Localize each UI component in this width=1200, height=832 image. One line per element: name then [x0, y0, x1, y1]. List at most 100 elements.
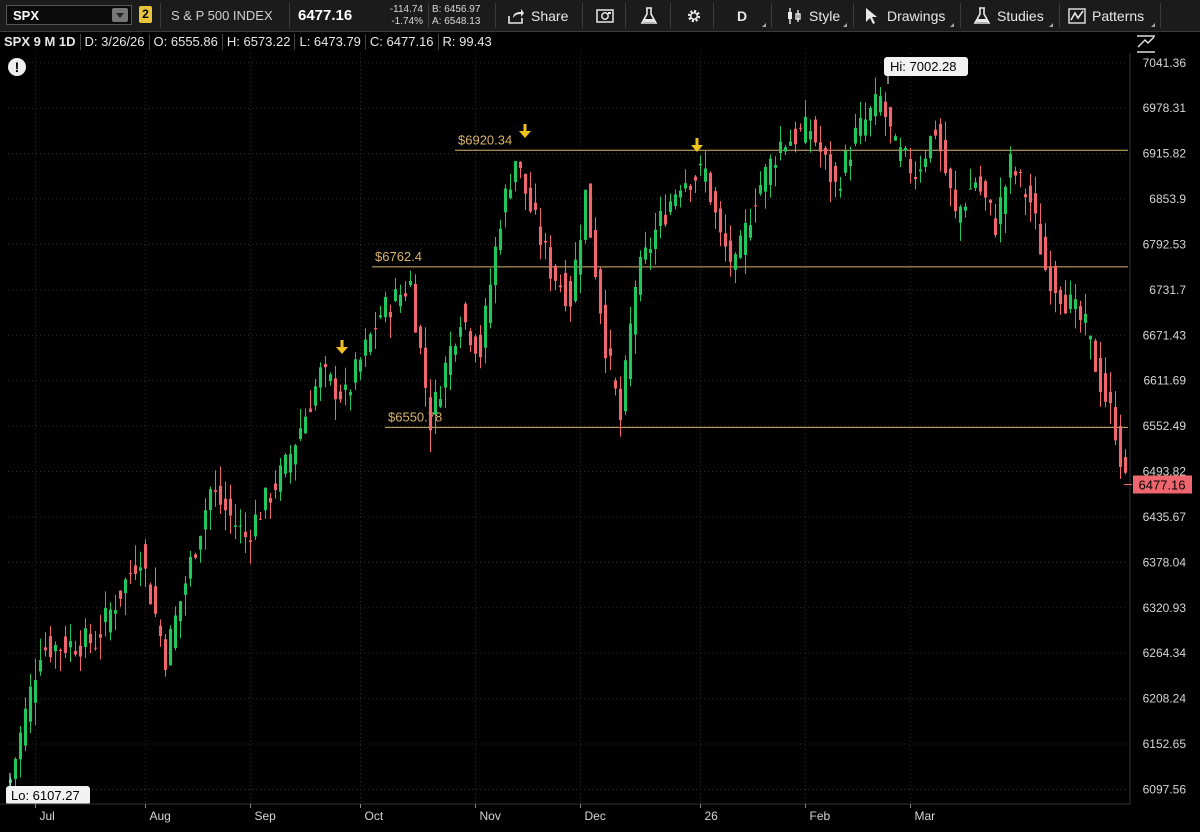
- candle-body: [758, 185, 763, 194]
- candle-body: [428, 397, 433, 431]
- alert-icon[interactable]: !: [8, 58, 26, 76]
- symbol-selector[interactable]: SPX: [6, 5, 132, 25]
- candle-body: [728, 240, 733, 262]
- candle-body: [478, 334, 483, 358]
- candle-body: [963, 206, 968, 211]
- candle-body: [118, 590, 123, 599]
- candle-body: [718, 208, 723, 233]
- candle-body: [123, 579, 128, 594]
- style-menu[interactable]: Style: [785, 0, 840, 31]
- candle-body: [248, 540, 253, 542]
- chart-toolbar: SPX 2 S & P 500 INDEX 6477.16 -114.74 -1…: [0, 0, 1200, 32]
- price-tick-label: 6671.43: [1143, 328, 1187, 342]
- candle-body: [33, 679, 38, 703]
- candle-body: [608, 348, 613, 356]
- candle-body: [888, 107, 893, 127]
- divider: [625, 3, 626, 28]
- candle-body: [953, 189, 958, 212]
- arrow-head: [519, 131, 531, 138]
- bar-low: L: 6473.79: [295, 34, 366, 50]
- divider: [495, 3, 496, 28]
- link-group-badge[interactable]: 2: [139, 6, 152, 23]
- time-axis[interactable]: Jul Aug Sep Oct Nov Dec 26 Feb Mar: [0, 803, 1200, 832]
- candle-body: [898, 147, 903, 161]
- last-price-label: 6477.16: [1139, 477, 1186, 492]
- candle-body: [708, 172, 713, 203]
- candle-body: [908, 158, 913, 174]
- candle-body: [13, 758, 18, 779]
- price-tick-label: 6611.69: [1144, 374, 1187, 388]
- time-tick-label: Oct: [365, 809, 384, 823]
- candle-body: [688, 185, 693, 190]
- candle-body: [278, 465, 283, 492]
- chart-grid: [8, 53, 1128, 804]
- candle-body: [763, 166, 768, 192]
- settings-button[interactable]: [685, 0, 709, 31]
- price-tick-label: 6792.53: [1143, 237, 1187, 251]
- dropdown-corner-icon: [762, 23, 766, 27]
- candle-body: [773, 165, 778, 168]
- candle-body: [233, 525, 238, 527]
- candle-body: [183, 583, 188, 595]
- candle-body: [68, 641, 73, 648]
- candle-body: [1023, 194, 1028, 198]
- candle-body: [243, 531, 248, 538]
- patterns-menu[interactable]: Patterns: [1068, 0, 1144, 31]
- price-axis[interactable]: 7041.36 6978.31 6915.82 6853.9 6792.53 6731.7…: [1124, 53, 1200, 804]
- candle-body: [778, 141, 783, 154]
- candle-body: [1028, 185, 1033, 203]
- lab-button[interactable]: [640, 0, 664, 31]
- candle-body: [193, 554, 198, 558]
- snapshot-button[interactable]: [596, 0, 620, 31]
- candle-body: [643, 247, 648, 260]
- price-tick-label: 7041.36: [1143, 56, 1187, 70]
- candle-body: [203, 510, 208, 530]
- candle-body: [303, 416, 308, 434]
- candle-body: [1038, 223, 1043, 255]
- candle-body: [498, 228, 503, 251]
- divider: [670, 3, 671, 28]
- expand-icon: [1137, 35, 1155, 53]
- candle-body: [853, 127, 858, 144]
- divider: [713, 3, 714, 28]
- high-marker: Hi: 7002.28: [884, 57, 968, 84]
- candle-body: [128, 573, 133, 575]
- candle-body: [933, 129, 938, 136]
- candle-body: [1048, 266, 1053, 292]
- candle-body: [548, 247, 553, 279]
- candle-body: [43, 647, 48, 651]
- candle-body: [423, 347, 428, 388]
- time-tick-label: Dec: [585, 809, 606, 823]
- candle-body: [238, 525, 243, 527]
- candle-body: [658, 210, 663, 226]
- candle-body: [448, 346, 453, 375]
- candle-body: [28, 686, 33, 722]
- studies-menu[interactable]: Studies: [973, 0, 1044, 31]
- candle-body: [88, 633, 93, 644]
- candle-body: [738, 235, 743, 258]
- candle-body: [958, 206, 963, 223]
- chart-expand-button[interactable]: [1134, 33, 1158, 55]
- candle-body: [168, 629, 173, 666]
- drawings-menu[interactable]: Drawings: [863, 0, 945, 31]
- candle-body: [1073, 299, 1078, 310]
- candle-body: [458, 327, 463, 337]
- low-label: Lo: 6107.27: [11, 788, 80, 803]
- candle-body: [668, 201, 673, 213]
- candle-body: [318, 367, 323, 388]
- chevron-down-icon[interactable]: [112, 8, 128, 22]
- share-button[interactable]: Share: [507, 0, 568, 31]
- candle-body: [788, 141, 793, 146]
- candle-body: [833, 165, 838, 182]
- high-label: Hi: 7002.28: [890, 59, 957, 74]
- period-selector[interactable]: D: [737, 7, 748, 24]
- candle-body: [413, 283, 418, 333]
- net-change: -114.74: [389, 4, 423, 15]
- time-tick-label: Sep: [255, 809, 277, 823]
- candle-body: [698, 163, 703, 166]
- candle-body: [58, 650, 63, 652]
- price-tick-label: 6320.93: [1143, 601, 1187, 615]
- time-axis-bg: [0, 804, 1200, 832]
- candle-body: [743, 222, 748, 255]
